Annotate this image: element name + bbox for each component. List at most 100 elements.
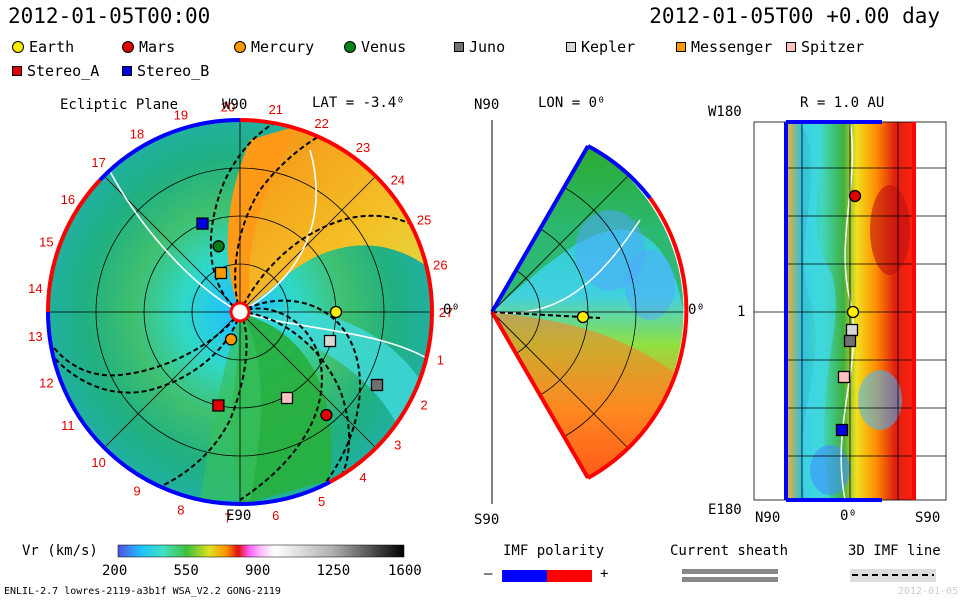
colorbar-label: Vr (km/s) — [22, 543, 98, 559]
meridional-top-label: N90 — [474, 97, 500, 113]
legend-item-venus: Venus — [344, 38, 406, 56]
legend-label: Kepler — [581, 38, 636, 56]
carrington-label: 6 — [272, 508, 279, 523]
ecliptic-marker-mars — [320, 408, 333, 422]
sheath-swatch-2 — [682, 577, 778, 582]
carrington-label: 7 — [224, 511, 231, 526]
imf-label: IMF polarity — [503, 543, 605, 559]
legend-label: Earth — [29, 38, 75, 56]
imf-plus: + — [600, 566, 609, 582]
colorbar-tick: 1600 — [388, 563, 422, 579]
carrington-label: 4 — [359, 470, 366, 485]
carrington-label: 15 — [39, 235, 53, 250]
ecliptic-marker-stereo_b — [196, 217, 209, 230]
imf-neg-swatch — [502, 570, 547, 582]
legend-symbol-mercury — [234, 41, 246, 53]
legend-label: Juno — [469, 38, 506, 56]
ecliptic-marker-spitzer — [280, 391, 294, 405]
radial-x-label-n90: N90 — [755, 510, 781, 526]
radial-marker-kepler — [845, 323, 859, 337]
ecliptic-marker-mercury — [224, 333, 238, 346]
carrington-label: 19 — [174, 108, 188, 123]
radial-top-label: W180 — [708, 104, 742, 120]
sheath-label: Current sheath — [670, 543, 789, 559]
radial-plot — [753, 120, 947, 502]
ecliptic-title: Ecliptic Plane — [60, 97, 179, 113]
carrington-label: 5 — [318, 494, 325, 509]
meridional-marker-earth — [576, 310, 590, 324]
ecliptic-marker-juno — [370, 378, 384, 392]
carrington-label: 27 — [439, 305, 453, 320]
legend-label: Spitzer — [801, 38, 865, 56]
legend-item-messenger: Messenger — [676, 38, 772, 56]
colorbar — [117, 544, 405, 558]
carrington-label: 26 — [433, 258, 447, 273]
legend-label: Stereo_A — [27, 62, 100, 80]
ecliptic-marker-earth — [329, 305, 343, 319]
ecliptic-plot — [45, 117, 435, 507]
carrington-label: 11 — [61, 418, 75, 433]
carrington-label: 13 — [28, 329, 42, 344]
carrington-label: 25 — [417, 213, 431, 228]
carrington-label: 18 — [130, 127, 144, 142]
ecliptic-top-label: W90 — [222, 97, 248, 113]
legend-label: Stereo_B — [137, 62, 210, 80]
carrington-label: 21 — [269, 102, 283, 117]
header-elapsed: 2012-01-05T00 +0.00 day — [649, 4, 940, 28]
legend-item-mercury: Mercury — [234, 38, 314, 56]
imf-minus: – — [484, 566, 493, 582]
legend-item-earth: Earth — [12, 38, 74, 56]
carrington-label: 20 — [221, 99, 235, 114]
footer-date: 2012-01-05 — [898, 586, 959, 597]
radial-mid-label: 1 — [737, 304, 746, 320]
carrington-label: 9 — [133, 483, 140, 498]
meridional-plot — [490, 120, 689, 504]
footer-credit: ENLIL-2.7 lowres-2119-a3b1f WSA_V2.2 GON… — [4, 586, 281, 597]
carrington-label: 14 — [28, 281, 42, 296]
carrington-label: 16 — [61, 192, 75, 207]
colorbar-tick: 1250 — [316, 563, 351, 579]
meridional-lon-label: LON = 0⁰ — [538, 95, 606, 111]
meridional-bottom-label: S90 — [474, 512, 500, 528]
radial-title: R = 1.0 AU — [800, 95, 885, 111]
colorbar-tick: 550 — [173, 563, 199, 579]
radial-marker-juno — [843, 334, 857, 348]
header-date: 2012-01-05T00:00 — [8, 4, 211, 28]
radial-marker-spitzer — [837, 370, 851, 384]
radial-x-label-s90: S90 — [915, 510, 941, 526]
colorbar-tick: 900 — [245, 563, 271, 579]
ecliptic-marker-venus — [212, 240, 225, 253]
ecliptic-marker-messenger — [214, 266, 228, 280]
radial-marker-earth — [846, 305, 860, 319]
legend-item-mars: Mars — [122, 38, 175, 56]
legend-symbol-juno — [454, 42, 464, 52]
carrington-label: 24 — [391, 173, 405, 188]
ecliptic-right-label: 0⁰ — [443, 302, 460, 318]
imf3d-label: 3D IMF line — [848, 543, 941, 559]
ecliptic-lat-label: LAT = -3.4⁰ — [312, 95, 405, 111]
radial-x-label-0: 0⁰ — [840, 508, 857, 524]
carrington-label: 1 — [437, 353, 444, 368]
legend-symbol-messenger — [676, 42, 686, 52]
radial-bottom-label: E180 — [708, 502, 742, 518]
radial-marker-mars — [848, 189, 862, 203]
carrington-label: 23 — [356, 140, 370, 155]
carrington-label: 10 — [91, 455, 105, 470]
carrington-label: 8 — [177, 502, 184, 517]
carrington-label: 17 — [91, 155, 105, 170]
legend-symbol-stereo_b — [122, 66, 132, 76]
legend-symbol-mars — [122, 41, 134, 53]
meridional-right-label: 0⁰ — [688, 302, 705, 318]
legend-item-juno: Juno — [454, 38, 505, 56]
legend-item-kepler: Kepler — [566, 38, 635, 56]
ecliptic-marker-kepler — [323, 334, 337, 348]
legend-item-stereo_a: Stereo_A — [12, 62, 99, 80]
carrington-label: 2 — [420, 398, 427, 413]
legend-item-spitzer: Spitzer — [786, 38, 864, 56]
object-markers — [196, 189, 862, 437]
carrington-label: 3 — [394, 437, 401, 452]
legend-symbol-spitzer — [786, 42, 796, 52]
legend-item-stereo_b: Stereo_B — [122, 62, 209, 80]
